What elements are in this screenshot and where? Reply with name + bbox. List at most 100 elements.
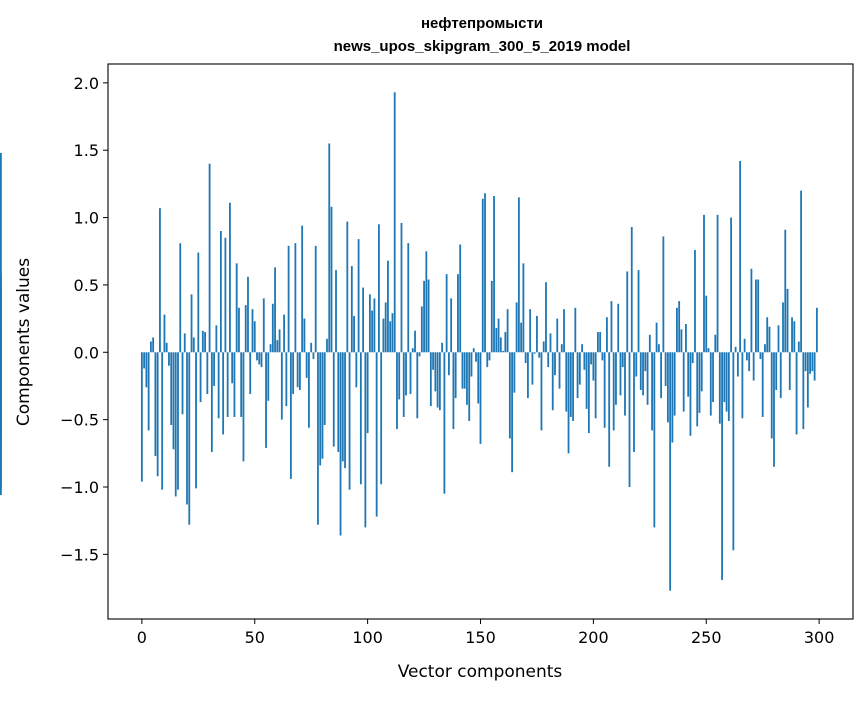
bar xyxy=(635,352,638,377)
bar xyxy=(190,294,193,353)
bar xyxy=(463,352,466,389)
bar xyxy=(809,352,812,374)
bar xyxy=(590,352,593,365)
bar xyxy=(366,352,369,434)
bar xyxy=(165,342,168,353)
bar xyxy=(387,260,389,353)
bar xyxy=(0,152,2,353)
bar xyxy=(585,352,588,409)
bar xyxy=(278,329,281,353)
bar xyxy=(515,302,518,353)
x-tick-label: 250 xyxy=(691,628,722,647)
x-axis-label: Vector components xyxy=(398,662,563,682)
bar xyxy=(475,352,477,362)
bar xyxy=(262,298,265,353)
bar xyxy=(197,252,200,353)
chart-title: нефтепромысти xyxy=(421,15,543,32)
bar xyxy=(301,225,304,353)
bar xyxy=(621,352,624,368)
bar xyxy=(267,352,270,401)
bar xyxy=(581,344,583,353)
bar xyxy=(459,244,462,353)
bar xyxy=(723,352,726,403)
bar xyxy=(752,352,755,381)
bar xyxy=(630,227,633,353)
bar xyxy=(326,338,328,353)
bar xyxy=(0,352,2,489)
bar xyxy=(497,318,500,353)
bar xyxy=(217,352,220,419)
bar xyxy=(229,202,231,353)
bar xyxy=(457,274,459,353)
bar xyxy=(242,352,245,462)
bar xyxy=(359,352,362,485)
bar xyxy=(766,317,769,353)
bar xyxy=(495,328,498,353)
bar xyxy=(506,309,509,353)
bar xyxy=(551,352,554,411)
bar xyxy=(265,352,267,448)
bar xyxy=(177,352,179,490)
bar xyxy=(346,221,349,353)
bar xyxy=(791,317,793,353)
bar xyxy=(761,352,764,417)
bar xyxy=(233,352,236,417)
bar xyxy=(378,224,380,353)
bar xyxy=(569,352,572,417)
bar xyxy=(373,298,376,353)
bar xyxy=(484,193,486,353)
bar xyxy=(224,237,227,353)
bar xyxy=(438,352,441,411)
bar xyxy=(795,352,798,435)
y-tick-label: 2.0 xyxy=(74,74,99,93)
bar xyxy=(536,315,538,353)
bar xyxy=(700,352,703,392)
bar xyxy=(219,231,222,353)
bar xyxy=(319,352,322,466)
bar xyxy=(777,325,780,353)
bar xyxy=(348,352,351,490)
bar xyxy=(601,352,604,361)
bar xyxy=(624,352,626,416)
bar xyxy=(594,352,597,419)
bar xyxy=(714,334,717,353)
bar xyxy=(488,352,491,361)
x-axis-ticks: 0 50 100 150 200 250 300 xyxy=(137,619,835,647)
x-tick-label: 300 xyxy=(804,628,835,647)
bar xyxy=(0,326,2,353)
bar xyxy=(705,295,708,353)
bar xyxy=(427,279,430,353)
bar xyxy=(533,352,536,354)
bar xyxy=(806,352,809,408)
bar xyxy=(712,352,714,403)
bar xyxy=(490,280,493,353)
bar xyxy=(429,352,432,407)
bar xyxy=(786,288,789,353)
bar xyxy=(384,302,387,353)
bar xyxy=(204,332,206,353)
bar xyxy=(461,352,464,389)
bar xyxy=(707,348,710,353)
bar xyxy=(775,352,778,390)
x-tick-label: 150 xyxy=(465,628,496,647)
bar xyxy=(666,352,669,423)
bar xyxy=(642,352,644,396)
bar xyxy=(815,307,818,353)
bar xyxy=(208,163,211,353)
bar xyxy=(285,352,288,407)
bar xyxy=(759,352,762,360)
bar xyxy=(671,352,674,443)
bar xyxy=(782,302,784,353)
bar xyxy=(802,352,805,430)
bar xyxy=(188,352,191,525)
bar xyxy=(563,309,565,353)
bar xyxy=(757,279,760,353)
bar xyxy=(773,352,775,467)
bar xyxy=(800,190,802,353)
bar xyxy=(698,352,701,413)
bar xyxy=(145,352,148,388)
bar xyxy=(542,341,545,353)
bar xyxy=(513,352,516,393)
y-tick-label: −1.5 xyxy=(60,545,99,564)
